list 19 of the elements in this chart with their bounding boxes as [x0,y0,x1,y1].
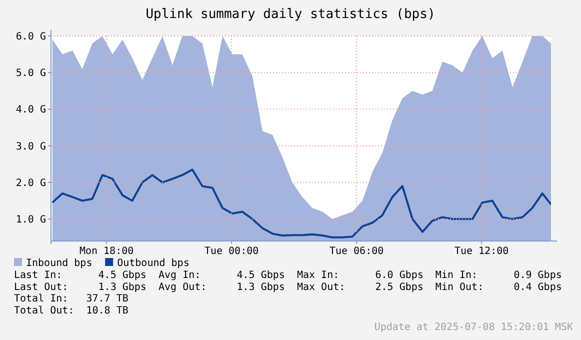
text: Last In: 4.5 Gbps Avg In: 4.5 Gbps Max In: 6.0 Gbps Min In: 0.9 Gbps [14,270,562,281]
y-tick-label: 6.0 G [16,32,46,42]
y-tick-label: 3.0 G [16,141,46,152]
y-tick-label: 2.0 G [16,178,46,189]
chart-title: Uplink summary daily statistics (bps) [146,7,436,22]
y-tick-label: 1.0 G [16,214,46,226]
x-tick-label: Tue 06:00 [329,246,384,257]
text: Total In: 37.7 TB [14,294,128,305]
x-tick-label: Mon 18:00 [79,246,134,257]
legend-label: Outbound bps [117,258,190,269]
text: Last Out: 1.3 Gbps Avg Out: 1.3 Gbps Max Out: 2.5 Gbps Min Out: 0.4 Gbps [14,282,562,293]
y-tick-label: 5.0 G [16,68,46,80]
x-tick-label: Tue 00:00 [204,246,259,257]
line-series [51,168,551,238]
text: Update at 2025-07-08 15:20:01 MSK [374,322,573,333]
x-tick-label: Tue 12:00 [454,246,509,257]
legend-label: Inbound bps [26,258,92,269]
text: Total Out: 10.8 TB [14,305,128,316]
y-tick-label: 4.0 G [16,104,46,116]
